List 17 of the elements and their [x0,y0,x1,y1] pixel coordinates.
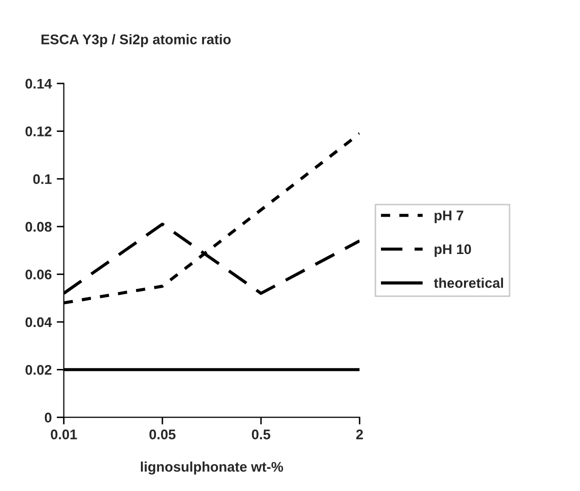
legend-label: pH 7 [434,210,464,224]
y-tick-label: 0.04 [26,317,52,328]
y-tick-label: 0.12 [26,126,52,136]
y-tick-label: 0.1 [33,174,52,184]
y-tick-label: 0.14 [26,78,52,89]
y-tick-label: 0.02 [26,364,52,375]
y-tick-label: 0.08 [26,222,52,232]
x-tick-label: 0.01 [50,430,77,440]
legend-label: theoretical [434,278,504,288]
x-axis-title: lignosulphonate wt-% [140,462,284,475]
legend-label: pH 10 [434,244,472,257]
y-tick-label: 0.06 [26,270,52,280]
y-tick-label: 0 [44,412,52,423]
x-tick-label: 0.05 [149,430,176,440]
x-tick-label: 0.5 [252,430,270,440]
chart-title: ESCA Y3p / Si2p atomic ratio [42,34,231,48]
x-tick-label: 2 [356,430,363,440]
